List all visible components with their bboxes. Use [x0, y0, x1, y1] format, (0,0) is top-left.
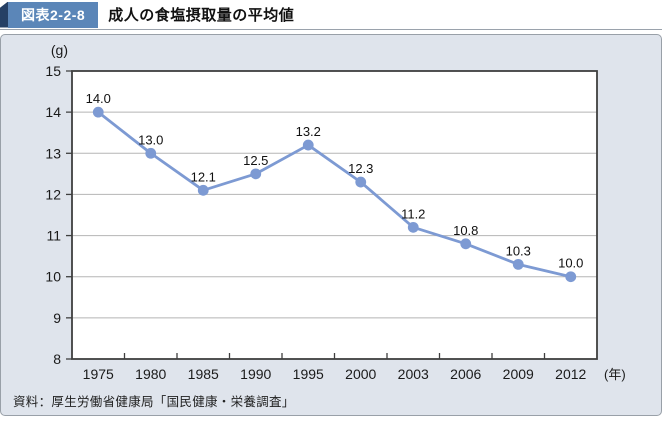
- figure-title: 成人の食塩摂取量の平均値: [108, 7, 295, 24]
- data-point-label: 14.0: [86, 91, 111, 106]
- data-point-marker: [92, 106, 104, 118]
- y-axis-label: 15: [45, 63, 61, 79]
- y-axis-label: 10: [45, 269, 61, 285]
- x-axis-label: 1990: [240, 366, 271, 382]
- figure-number-badge: 図表2-2-8: [8, 1, 99, 28]
- y-axis-label: 14: [45, 104, 61, 120]
- data-point-label: 11.2: [401, 206, 425, 221]
- x-axis-label: 1985: [188, 366, 219, 382]
- x-axis-label: 1980: [135, 366, 166, 382]
- line-chart: 8 9 10 11 12 13 14 15 1975 1980 1985 1990 1995 2000 20…: [45, 42, 626, 382]
- data-point-label: 12.3: [348, 161, 373, 176]
- data-point-marker: [250, 168, 262, 180]
- x-axis-label: 1995: [293, 366, 324, 382]
- data-point-label: 12.5: [243, 153, 268, 168]
- chart-panel: 8 9 10 11 12 13 14 15 1975 1980 1985 1990 1995 2000 20…: [0, 34, 662, 416]
- y-axis-label: 13: [45, 145, 61, 161]
- source-note: 資料：厚生労働省健康局「国民健康・栄養調査」: [13, 395, 295, 409]
- chart-line: [96, 110, 573, 279]
- data-point-marker: [145, 147, 157, 159]
- x-axis-label: 2006: [450, 366, 481, 382]
- y-axis-label: 8: [53, 351, 61, 367]
- x-axis-label: 2003: [398, 366, 429, 382]
- data-point-marker: [565, 271, 577, 283]
- x-axis-label: 2000: [345, 366, 376, 382]
- data-point-label: 13.2: [296, 124, 321, 139]
- data-point-label: 10.0: [558, 256, 583, 271]
- y-axis-label: 11: [46, 228, 61, 244]
- x-axis-label: 1975: [83, 366, 114, 382]
- data-point-label: 10.3: [506, 243, 531, 258]
- y-axis-label: 9: [53, 310, 61, 326]
- figure-number-label: 図表2-2-8: [21, 6, 86, 23]
- figure-header: 図表2-2-8 成人の食塩摂取量の平均値: [0, 0, 662, 30]
- data-point-marker: [460, 238, 472, 250]
- x-axis-label: 2012: [555, 366, 586, 382]
- plot-area: [72, 71, 597, 359]
- data-point-marker: [512, 258, 524, 270]
- data-point-marker: [407, 221, 419, 233]
- y-axis-unit-label: (g): [51, 42, 68, 58]
- y-axis-label: 12: [45, 186, 61, 202]
- data-point-label: 12.1: [191, 169, 216, 184]
- x-axis-label: 2009: [503, 366, 534, 382]
- x-axis-unit-label: (年): [604, 367, 626, 382]
- data-point-label: 13.0: [138, 132, 163, 147]
- data-point-marker: [355, 176, 367, 188]
- data-point-marker: [197, 184, 209, 196]
- data-point-marker: [302, 139, 314, 151]
- data-point-label: 10.8: [453, 223, 478, 238]
